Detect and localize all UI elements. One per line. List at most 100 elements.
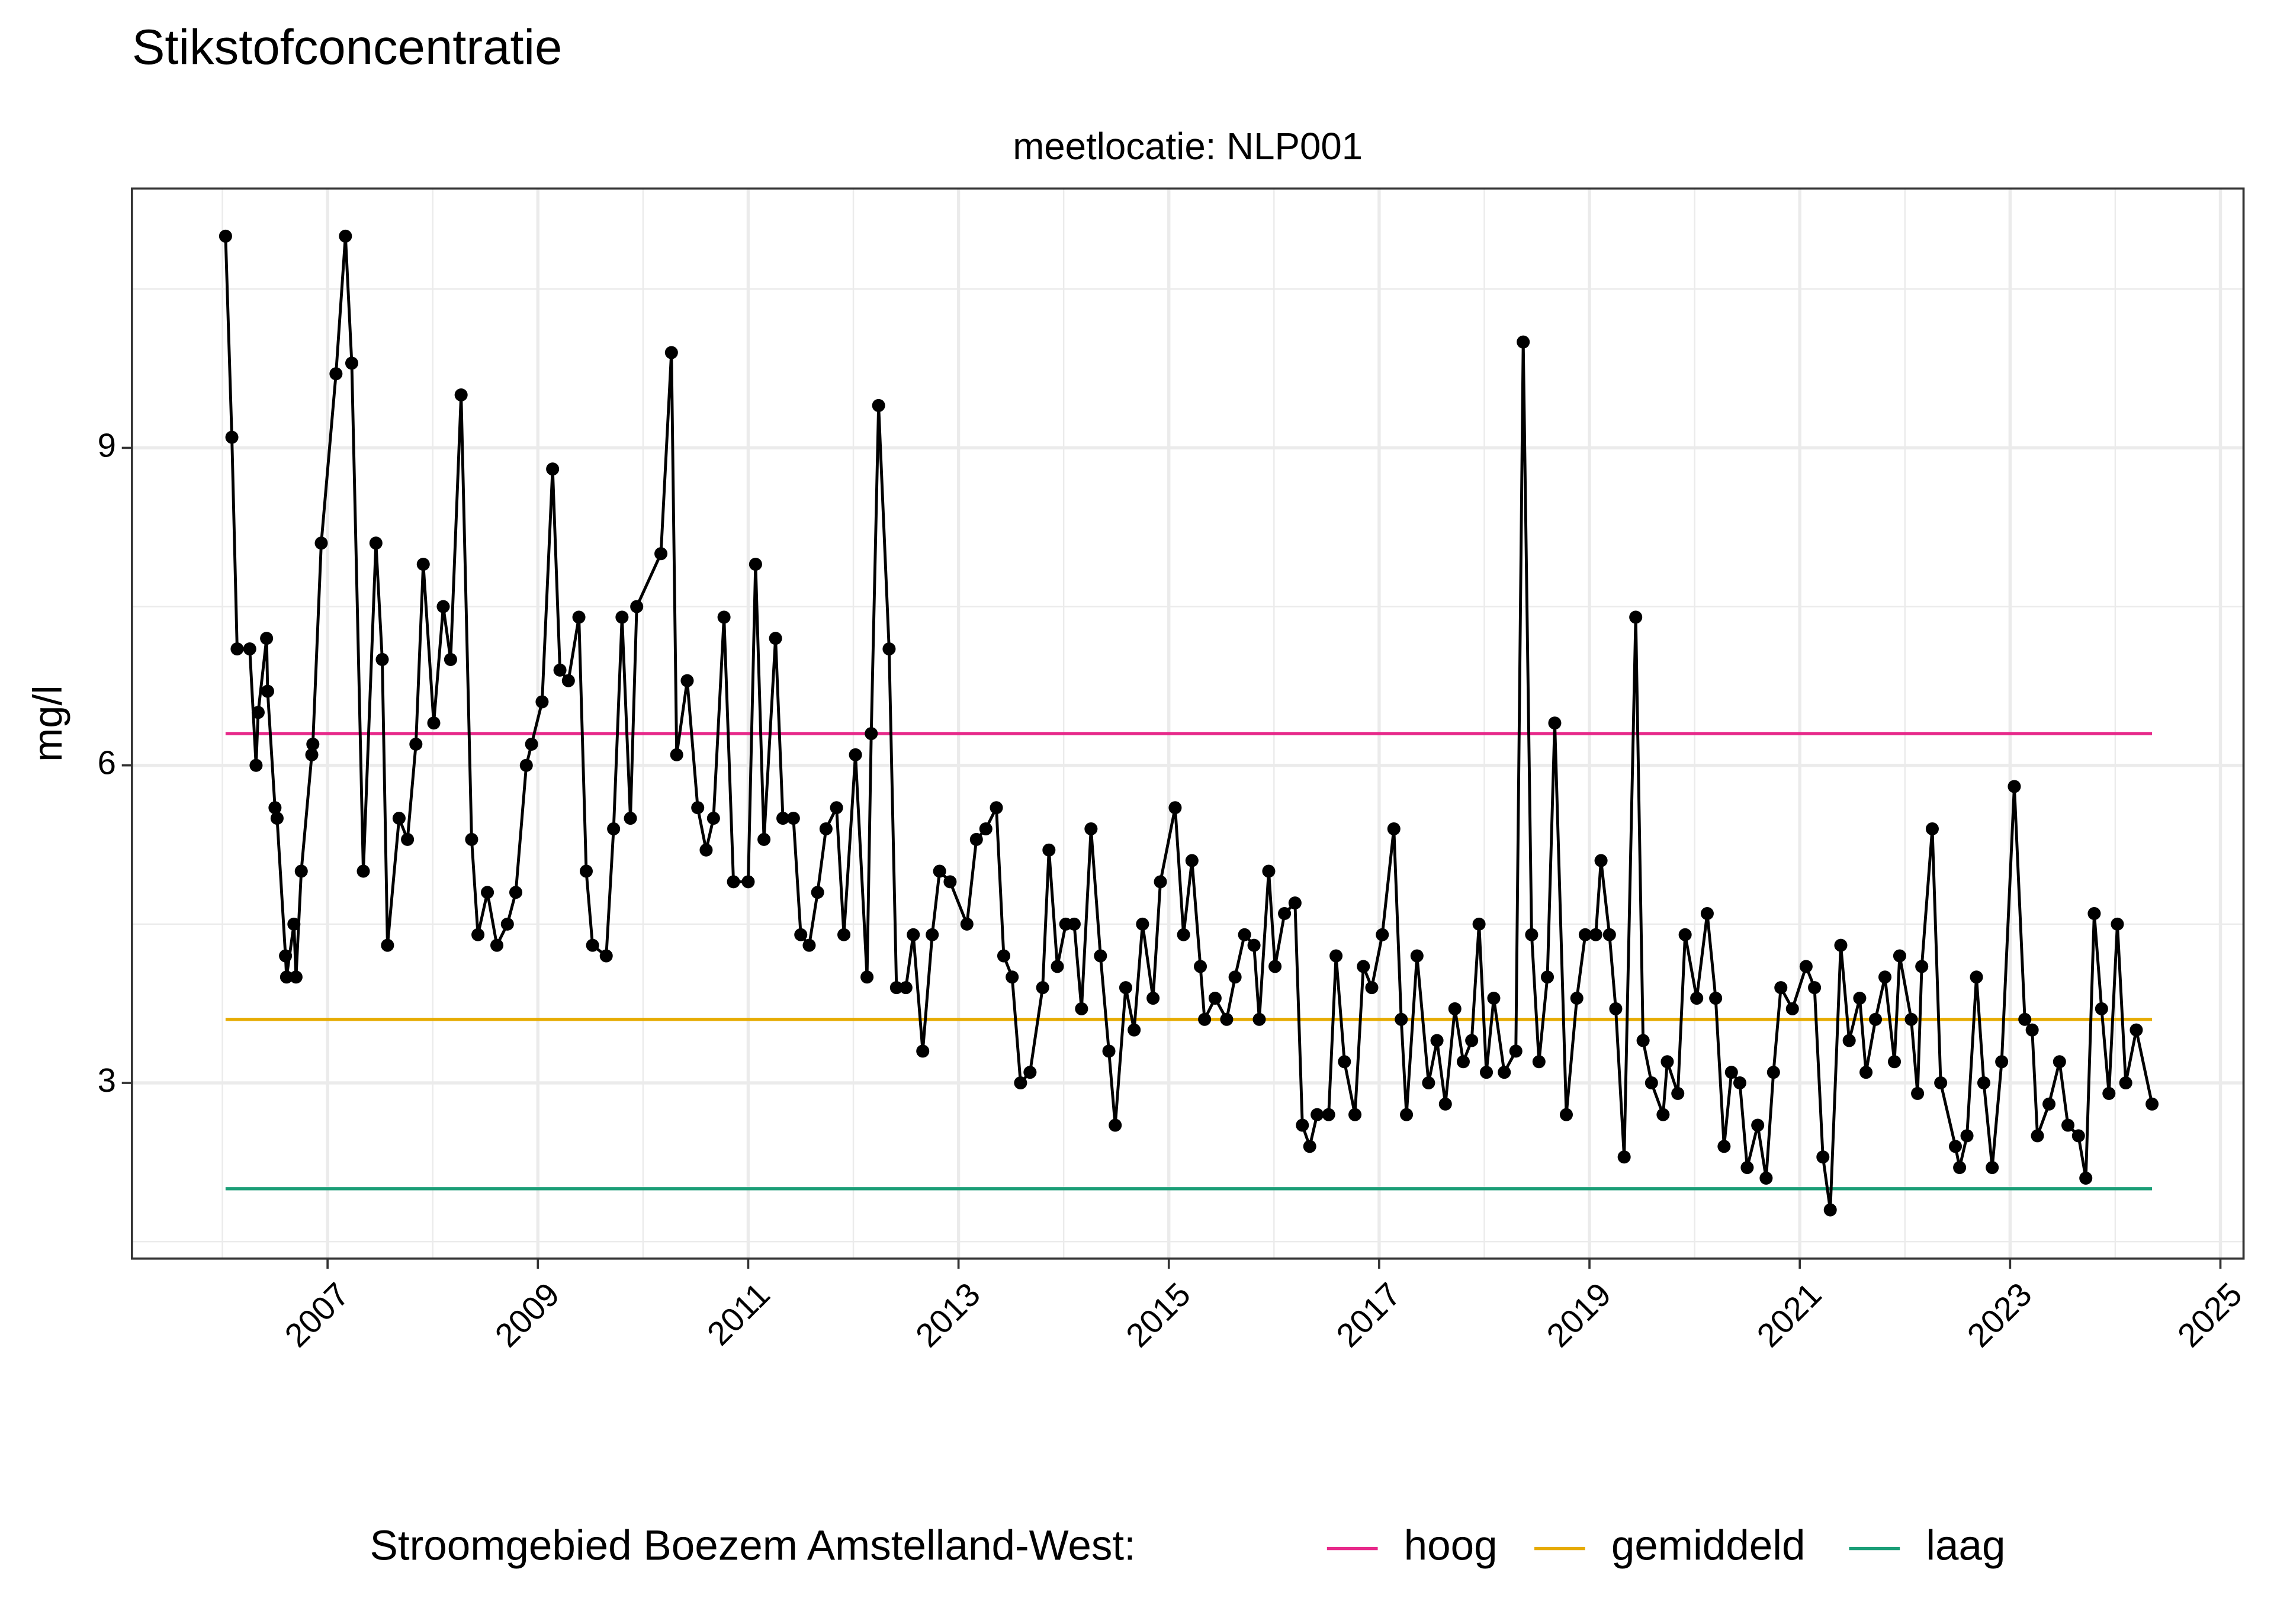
data-point (2053, 1055, 2066, 1069)
legend-label: hoog (1404, 1522, 1498, 1569)
data-point (1075, 1002, 1088, 1015)
x-tick-label: 2009 (488, 1275, 567, 1354)
data-point (1995, 1055, 2009, 1069)
data-point (2042, 1097, 2056, 1111)
data-point (279, 949, 293, 963)
data-point (287, 917, 301, 931)
data-point (889, 981, 903, 995)
data-point (1084, 822, 1098, 836)
data-point (630, 600, 644, 613)
data-point (1400, 1108, 1414, 1121)
data-point (260, 632, 274, 645)
data-point (1498, 1066, 1511, 1079)
data-point (2111, 917, 2124, 931)
data-point (706, 812, 720, 825)
data-point (1296, 1118, 1309, 1132)
data-point (1208, 991, 1222, 1005)
data-point (916, 1044, 930, 1058)
data-point (1709, 991, 1723, 1005)
data-point (1904, 1012, 1918, 1026)
data-point (1410, 949, 1424, 963)
data-point (1395, 1012, 1408, 1026)
data-point (1733, 1076, 1747, 1090)
data-point (933, 864, 946, 878)
data-point (907, 928, 920, 941)
data-point (1617, 1150, 1631, 1164)
data-point (969, 832, 983, 846)
data-point (1422, 1076, 1435, 1090)
data-point (1636, 1034, 1650, 1047)
data-point (1094, 949, 1107, 963)
data-point (1365, 981, 1379, 995)
data-point (1268, 960, 1282, 973)
data-point (1456, 1055, 1470, 1069)
data-point (1303, 1140, 1316, 1153)
data-point (225, 430, 239, 444)
data-point (2061, 1118, 2075, 1132)
data-point (261, 684, 274, 698)
data-point (849, 748, 862, 761)
data-point (230, 642, 244, 656)
data-point (2025, 1023, 2039, 1037)
data-point (1960, 1129, 1974, 1143)
data-point (1888, 1055, 1902, 1069)
data-point (1517, 335, 1530, 349)
x-tick-label: 2023 (1960, 1275, 2039, 1354)
data-point (1387, 822, 1401, 836)
data-point (1977, 1076, 1990, 1090)
data-point (1911, 1086, 1925, 1100)
data-point (1853, 991, 1867, 1005)
data-point (305, 748, 319, 761)
data-point (1869, 1012, 1883, 1026)
data-point (1774, 981, 1788, 995)
data-point (654, 547, 668, 561)
data-point (381, 938, 394, 952)
data-point (899, 981, 913, 995)
data-point (1834, 938, 1848, 952)
data-point (1154, 875, 1167, 889)
data-point (776, 812, 790, 825)
data-point (1559, 1108, 1573, 1121)
data-point (882, 642, 896, 656)
data-point (1816, 1150, 1830, 1164)
data-point (997, 949, 1010, 963)
data-point (1700, 906, 1714, 921)
data-point (1220, 1012, 1234, 1026)
data-point (1915, 960, 1929, 973)
data-point (509, 886, 523, 899)
data-point (280, 970, 293, 984)
data-point (2095, 1002, 2108, 1015)
data-point (572, 610, 586, 624)
data-point (1953, 1161, 1967, 1175)
data-point (1472, 917, 1486, 931)
data-point (392, 812, 406, 825)
data-point (1808, 981, 1822, 995)
data-point (339, 229, 352, 243)
data-point (249, 758, 263, 772)
data-point (1109, 1118, 1122, 1132)
data-point (401, 832, 415, 846)
facet-label: meetlocatie: NLP001 (1013, 126, 1363, 168)
data-point (375, 652, 389, 666)
data-point (1925, 822, 1939, 836)
data-point (872, 398, 885, 412)
y-axis-title: mg/l (25, 685, 70, 762)
data-point (369, 536, 383, 550)
data-point (2102, 1086, 2116, 1100)
data-point (1740, 1161, 1754, 1175)
data-point (444, 652, 457, 666)
x-tick-label: 2021 (1749, 1275, 1828, 1354)
data-point (219, 229, 232, 243)
data-point (960, 917, 974, 931)
data-point (837, 928, 851, 941)
x-tick-label: 2007 (277, 1275, 356, 1354)
data-point (2130, 1023, 2143, 1037)
x-tick-label: 2013 (908, 1275, 987, 1354)
data-point (1338, 1055, 1351, 1069)
data-point (1541, 970, 1554, 984)
data-point (1948, 1140, 1963, 1153)
data-point (1465, 1034, 1479, 1047)
data-point (1430, 1034, 1444, 1047)
data-point (546, 462, 560, 476)
data-point (1128, 1023, 1141, 1037)
